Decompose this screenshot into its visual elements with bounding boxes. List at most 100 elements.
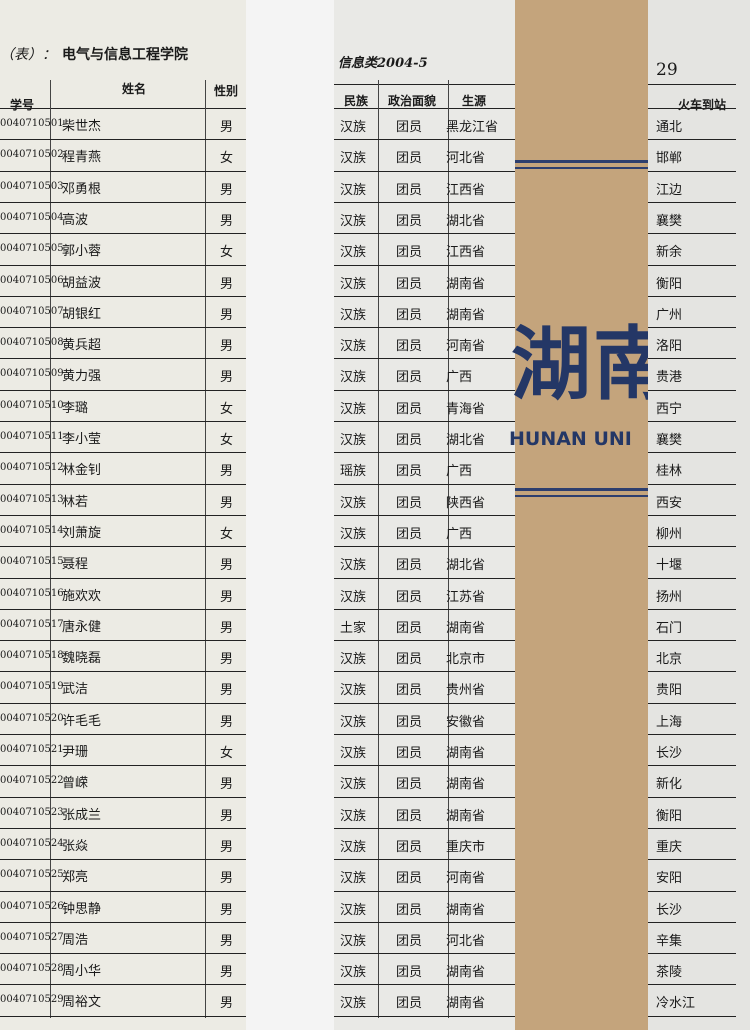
bookmark-subtitle: HUNAN UNI bbox=[509, 428, 632, 450]
rule bbox=[334, 421, 516, 422]
station: 上海 bbox=[656, 714, 683, 730]
student-name: 周小华 bbox=[62, 964, 102, 980]
gender: 男 bbox=[220, 839, 234, 855]
rule bbox=[334, 765, 516, 767]
ethnicity: 汉族 bbox=[340, 902, 367, 918]
origin: 青海省 bbox=[446, 401, 486, 417]
ethnicity: 汉族 bbox=[340, 871, 367, 887]
ethnicity: 汉族 bbox=[340, 839, 367, 855]
rule bbox=[334, 233, 516, 235]
rule bbox=[334, 84, 516, 85]
rule bbox=[334, 890, 516, 892]
student-id: 0040710522 bbox=[0, 775, 64, 787]
student-id: 0040710505 bbox=[0, 243, 64, 255]
political: 团员 bbox=[396, 276, 423, 292]
ethnicity: 汉族 bbox=[340, 151, 367, 167]
gender: 男 bbox=[220, 902, 234, 918]
station: 襄樊 bbox=[656, 433, 683, 448]
origin: 广西 bbox=[446, 464, 473, 480]
page-number: 29 bbox=[656, 60, 678, 80]
student-id: 0040710517 bbox=[0, 618, 64, 630]
rule bbox=[0, 295, 246, 297]
rule bbox=[334, 514, 516, 516]
rule bbox=[334, 734, 516, 735]
rule bbox=[0, 514, 246, 516]
gender: 男 bbox=[220, 558, 234, 574]
column-header: 生源 bbox=[462, 94, 487, 108]
station: 广州 bbox=[656, 307, 683, 323]
gender: 女 bbox=[220, 746, 234, 761]
political: 团员 bbox=[396, 965, 423, 981]
origin: 湖北省 bbox=[446, 558, 486, 574]
student-id: 0040710529 bbox=[0, 994, 64, 1006]
student-id: 0040710521 bbox=[0, 744, 64, 755]
rule bbox=[334, 608, 516, 610]
rule bbox=[648, 546, 736, 548]
political: 团员 bbox=[396, 808, 423, 824]
political: 团员 bbox=[396, 746, 423, 761]
rule bbox=[0, 327, 246, 329]
student-id: 0040710525 bbox=[0, 869, 64, 881]
student-id: 0040710502 bbox=[0, 149, 64, 161]
student-id: 0040710510 bbox=[0, 399, 64, 411]
student-id: 0040710509 bbox=[0, 368, 64, 380]
rule bbox=[0, 702, 246, 704]
rule bbox=[648, 734, 736, 735]
ethnicity: 汉族 bbox=[340, 933, 367, 949]
gender: 女 bbox=[220, 433, 234, 448]
gender: 男 bbox=[220, 182, 234, 198]
column-rule bbox=[378, 80, 379, 1018]
rule bbox=[334, 108, 516, 109]
rule bbox=[0, 139, 246, 141]
column-rule bbox=[448, 80, 449, 1018]
origin: 河南省 bbox=[446, 339, 486, 355]
gender: 男 bbox=[220, 120, 234, 135]
rule bbox=[648, 233, 736, 235]
rule bbox=[334, 483, 516, 485]
political: 团员 bbox=[396, 652, 423, 668]
ethnicity: 汉族 bbox=[340, 746, 367, 761]
political: 团员 bbox=[396, 339, 423, 355]
student-name: 魏晓磊 bbox=[62, 651, 102, 667]
station: 扬州 bbox=[656, 589, 683, 605]
station: 衡阳 bbox=[656, 808, 683, 824]
station: 辛集 bbox=[656, 933, 683, 949]
origin: 湖北省 bbox=[446, 213, 486, 229]
station: 桂林 bbox=[656, 464, 683, 480]
student-name: 刘萧旋 bbox=[62, 525, 102, 541]
origin: 湖南省 bbox=[446, 996, 486, 1012]
station: 北京 bbox=[656, 652, 683, 668]
rule bbox=[0, 421, 246, 422]
rule bbox=[648, 859, 736, 861]
ethnicity: 汉族 bbox=[340, 245, 367, 261]
station: 江边 bbox=[656, 182, 683, 198]
political: 团员 bbox=[396, 307, 423, 323]
rule bbox=[0, 984, 246, 986]
rule bbox=[648, 984, 736, 986]
rule bbox=[334, 984, 516, 986]
rule bbox=[334, 640, 516, 642]
student-name: 聂程 bbox=[62, 557, 89, 573]
student-name: 柴世杰 bbox=[62, 119, 102, 134]
station: 贵港 bbox=[656, 370, 683, 386]
right-page: 29 火车到站 通北 邯郸 江边 襄樊 新余 衡阳 广州 洛阳 贵港 西宁 襄樊 桂林 西安 柳州 十堰 扬州… bbox=[648, 0, 750, 1030]
origin: 湖南省 bbox=[446, 276, 486, 292]
political: 团员 bbox=[396, 871, 423, 887]
gender: 男 bbox=[220, 871, 234, 887]
rule bbox=[0, 859, 246, 861]
origin: 广西 bbox=[446, 526, 473, 542]
gender: 男 bbox=[220, 589, 234, 605]
rule bbox=[334, 201, 516, 203]
rule bbox=[648, 264, 736, 266]
gender: 女 bbox=[220, 151, 234, 167]
rule bbox=[648, 358, 736, 360]
ethnicity: 汉族 bbox=[340, 495, 367, 511]
rule bbox=[648, 921, 736, 923]
origin: 河北省 bbox=[446, 151, 486, 167]
rule bbox=[334, 264, 516, 266]
origin: 贵州省 bbox=[446, 683, 486, 699]
political: 团员 bbox=[396, 526, 423, 542]
rule bbox=[0, 264, 246, 266]
origin: 江西省 bbox=[446, 182, 486, 198]
ethnicity: 汉族 bbox=[340, 714, 367, 730]
